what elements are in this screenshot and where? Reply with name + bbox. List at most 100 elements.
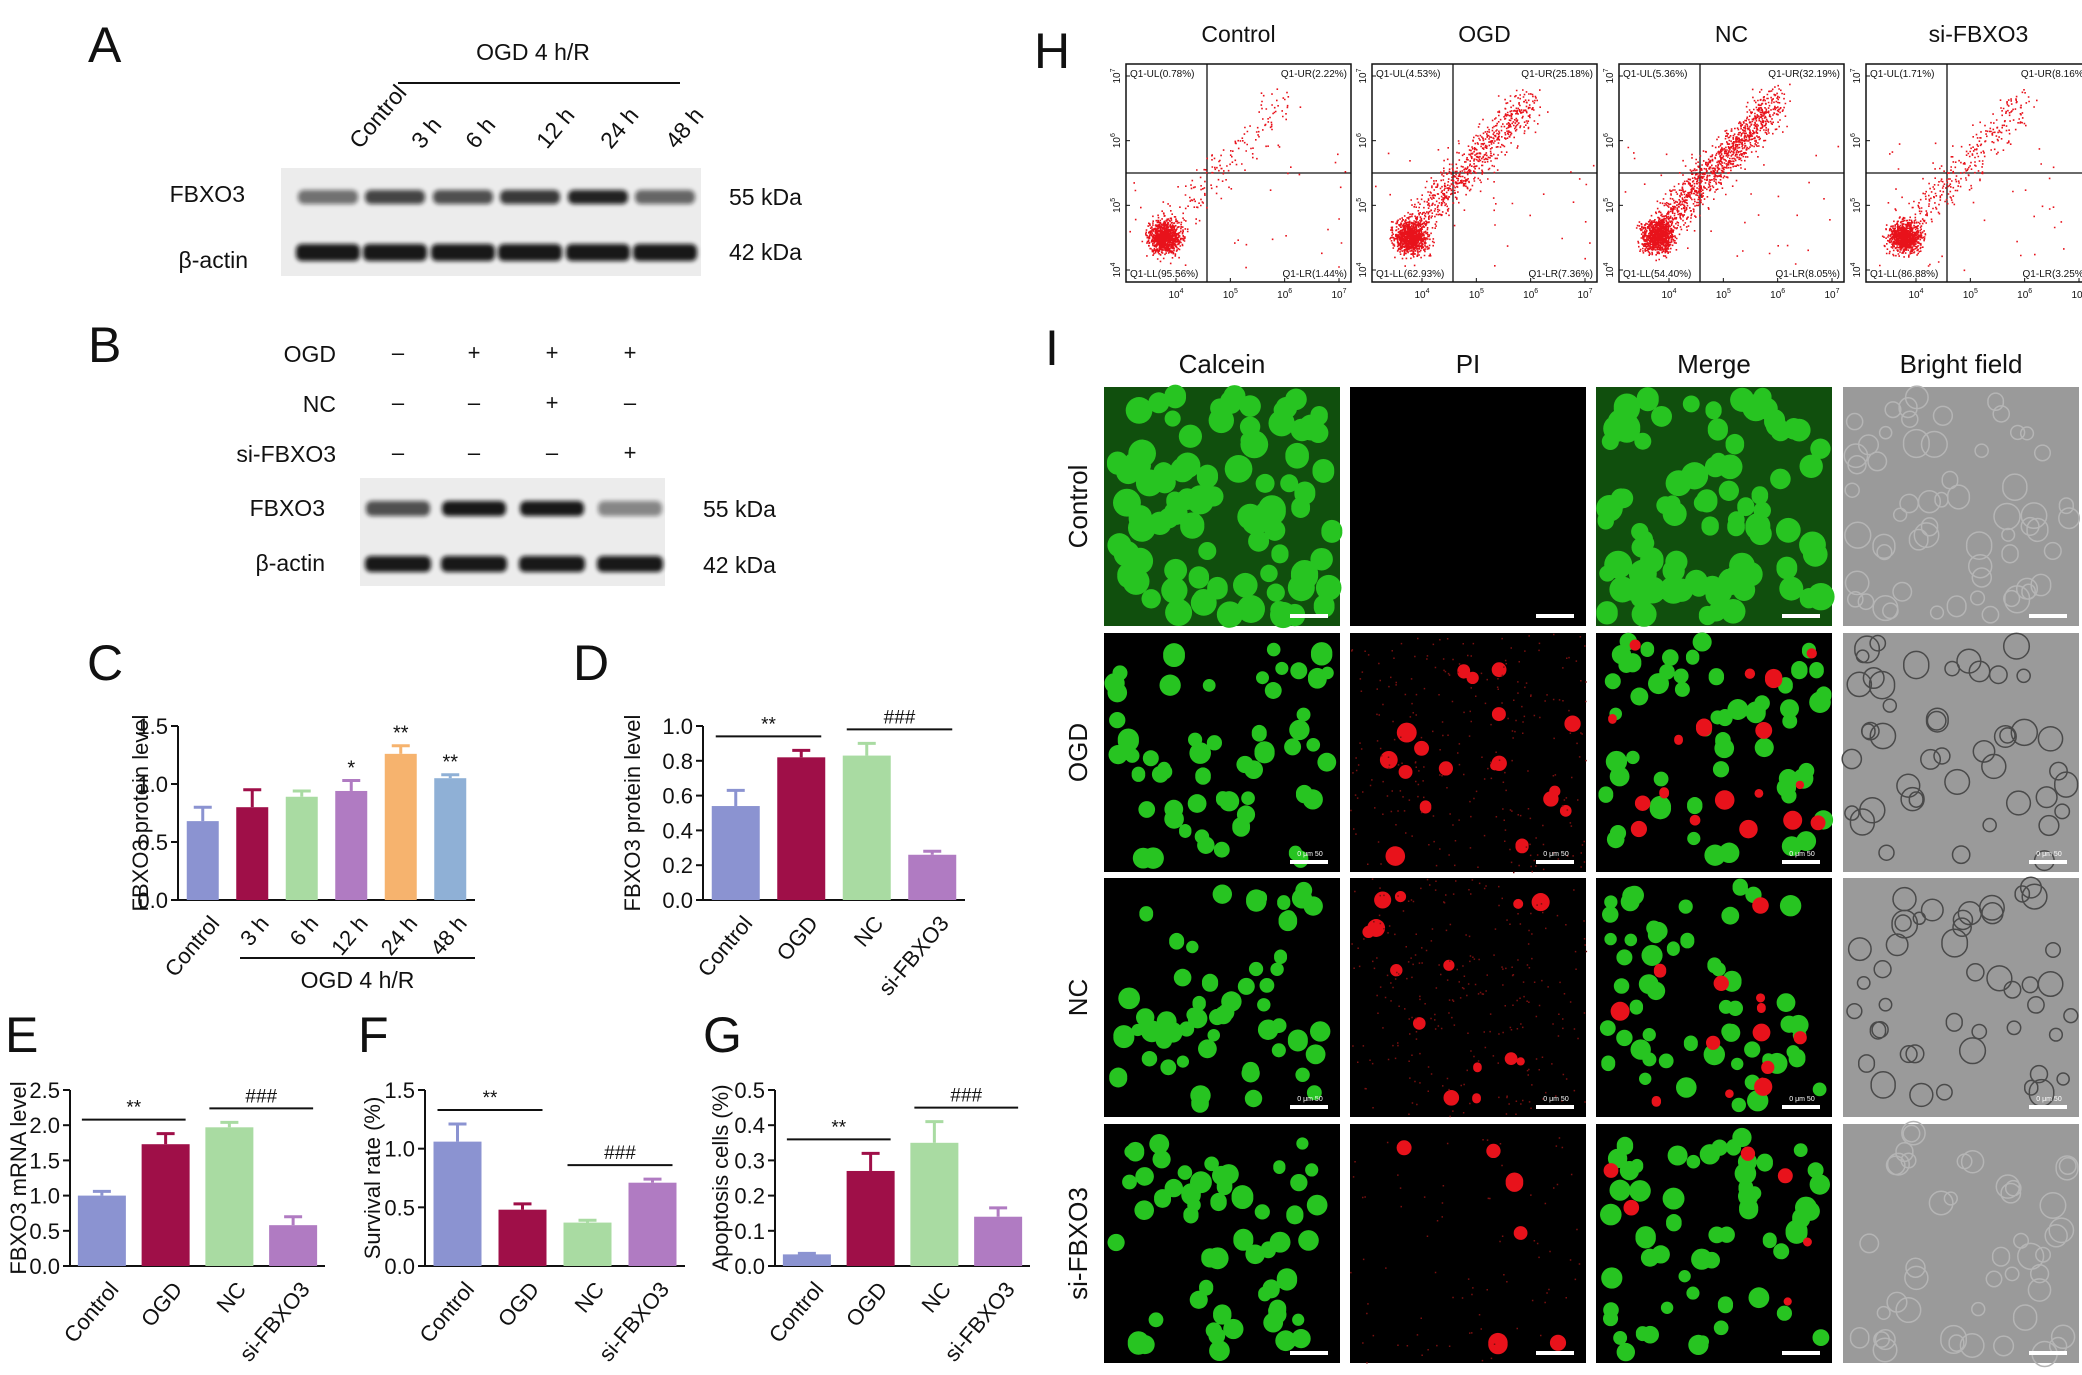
y-tick-exponent: 7 xyxy=(1603,68,1610,72)
panel-a-actin-band-2 xyxy=(431,244,495,261)
y-tick-label: 105 xyxy=(1850,198,1863,213)
panel-i-letter: I xyxy=(1045,320,1059,376)
panel-a-band-fbxo3: FBXO3 xyxy=(170,181,245,207)
bar-1 xyxy=(236,807,269,900)
flow-plot-1: OGD Q1-UL(4.53%) Q1-UR(25.18%) Q1-LL(62.93%… xyxy=(1356,21,1598,301)
category-label-2: NC xyxy=(916,1277,956,1317)
bar-0 xyxy=(77,1195,126,1266)
category-label-1: OGD xyxy=(493,1277,544,1331)
panel-b-sign-0-2: + xyxy=(546,340,559,365)
panel-b-sign-1-3: – xyxy=(624,390,637,415)
scale-bar-text: 0 μm 50 xyxy=(1543,1096,1569,1103)
y-tick-exponent: 5 xyxy=(1356,198,1363,202)
bar-3 xyxy=(974,1216,1023,1266)
y-tick-label: 0.0 xyxy=(662,888,693,913)
bar-3 xyxy=(908,854,957,900)
y-tick-exponent: 7 xyxy=(1850,68,1857,72)
panel-a-actin-band-4 xyxy=(566,244,630,261)
category-label-0: Control xyxy=(414,1277,479,1347)
scale-bar xyxy=(2029,1351,2067,1355)
scale-bar xyxy=(1782,860,1820,864)
x-tick-exponent: 5 xyxy=(1480,288,1484,295)
micrograph-row-label-1: OGD xyxy=(1063,723,1093,782)
x-tick-exponent: 4 xyxy=(1673,288,1677,295)
category-label-0: Control xyxy=(160,911,225,981)
y-tick-label: 104 xyxy=(1850,262,1863,277)
y-tick-label: 1.0 xyxy=(29,1184,60,1209)
y-tick-label: 0.3 xyxy=(734,1148,765,1173)
panel-a-fbxo3-band-1 xyxy=(365,190,425,204)
x-tick-exponent: 5 xyxy=(1727,288,1731,295)
y-tick-label: 104 xyxy=(1356,262,1369,277)
panel-b-condition-table: OGD – + + + NC – – + – si-FBXO3 – – – + xyxy=(236,340,637,467)
micrograph-3-1 xyxy=(1350,1124,1586,1364)
y-tick-exponent: 5 xyxy=(1110,198,1117,202)
y-tick-label: 105 xyxy=(1356,198,1369,213)
scale-bar xyxy=(2029,614,2067,618)
bar-0 xyxy=(186,821,219,900)
cell-layer xyxy=(1104,642,1337,869)
y-tick-label: 0.5 xyxy=(734,1078,765,1103)
y-tick-label: 0.6 xyxy=(662,784,693,809)
quadrant-ul: Q1-UL(5.36%) xyxy=(1623,69,1687,80)
x-tick-label: 105 xyxy=(1469,288,1484,301)
sig-marker-3: * xyxy=(347,758,355,780)
panel-a-lane-label-0: Control xyxy=(344,80,412,154)
x-tick-exponent: 6 xyxy=(1781,288,1785,295)
panel-a-fbxo3-band-4 xyxy=(568,190,628,204)
scale-bar-text: 0 μm 50 xyxy=(1297,1096,1323,1103)
y-axis-label: FBXO3 mRNA level xyxy=(6,1081,31,1274)
cell-layer xyxy=(1599,878,1827,1113)
scale-bar-text: 0 μm 50 xyxy=(1543,851,1569,858)
y-tick-label: 107 xyxy=(1603,68,1616,83)
scale-bar xyxy=(1290,860,1328,864)
category-label-2: NC xyxy=(211,1277,251,1317)
panel-b-sign-0-1: + xyxy=(468,340,481,365)
category-label-5: 48 h xyxy=(425,911,472,960)
y-axis-label: Survival rate (%) xyxy=(360,1097,385,1260)
micrograph-2-1: 0 μm 50 xyxy=(1350,878,1588,1118)
cell-layer xyxy=(1846,876,2079,1108)
panel-b-band-fbxo3: FBXO3 xyxy=(250,495,325,521)
flow-plot-0: Control Q1-UL(0.78%) Q1-UR(2.22%) Q1-LL(95.… xyxy=(1110,21,1352,301)
category-label-2: NC xyxy=(570,1277,610,1317)
micrograph-0-3 xyxy=(1843,385,2081,626)
bright-field-cells xyxy=(1846,876,2079,1108)
quadrant-lr: Q1-LR(8.05%) xyxy=(1776,269,1840,280)
micrograph-2-2: 0 μm 50 xyxy=(1596,878,1832,1117)
panel-b-fbxo3-band-0 xyxy=(366,501,430,516)
micrograph-column-label-2: Merge xyxy=(1677,349,1751,379)
micrograph-1-3: 0 μm 50 xyxy=(1841,632,2079,872)
flow-plot-3: si-FBXO3 Q1-UL(1.71%) Q1-UR(8.16%) Q1-LL(86… xyxy=(1850,21,2082,301)
y-tick-label: 0.2 xyxy=(662,853,693,878)
panel-a-lane-label-3: 12 h xyxy=(531,102,580,153)
scale-bar-text: 0 μm 50 xyxy=(1297,851,1323,858)
bar-1 xyxy=(498,1209,547,1266)
scale-bar-text: 0 μm 50 xyxy=(2036,1096,2062,1103)
micrograph-background xyxy=(1350,1124,1586,1363)
cell-layer xyxy=(1596,387,1835,627)
scale-bar xyxy=(1290,1351,1328,1355)
y-axis-label: FBXO3 protein level xyxy=(620,715,645,912)
panel-b-sign-2-2: – xyxy=(546,440,559,465)
panel-a-fbxo3-band-3 xyxy=(500,190,560,204)
panel-b-sign-0-0: – xyxy=(392,340,405,365)
scale-bar xyxy=(1536,1351,1574,1355)
calcein-cells xyxy=(1104,642,1337,869)
micrograph-3-0 xyxy=(1104,1124,1340,1363)
scale-bar xyxy=(2029,860,2067,864)
cell-layer xyxy=(1107,1134,1328,1362)
panel-b-sign-1-0: – xyxy=(392,390,405,415)
quadrant-ul: Q1-UL(4.53%) xyxy=(1376,69,1440,80)
y-tick-exponent: 4 xyxy=(1110,262,1117,266)
bar-4 xyxy=(384,753,417,900)
cell-layer xyxy=(1109,881,1331,1113)
group-label: OGD 4 h/R xyxy=(301,967,415,993)
chart-d: 0.0 0.2 0.4 0.6 0.8 1.0 FBXO3 protein level Con… xyxy=(620,707,965,1000)
category-label-3: 12 h xyxy=(326,911,373,960)
y-tick-exponent: 4 xyxy=(1356,262,1363,266)
category-label-4: 24 h xyxy=(376,911,423,960)
panel-b-size-fbxo3: 55 kDa xyxy=(703,496,776,522)
